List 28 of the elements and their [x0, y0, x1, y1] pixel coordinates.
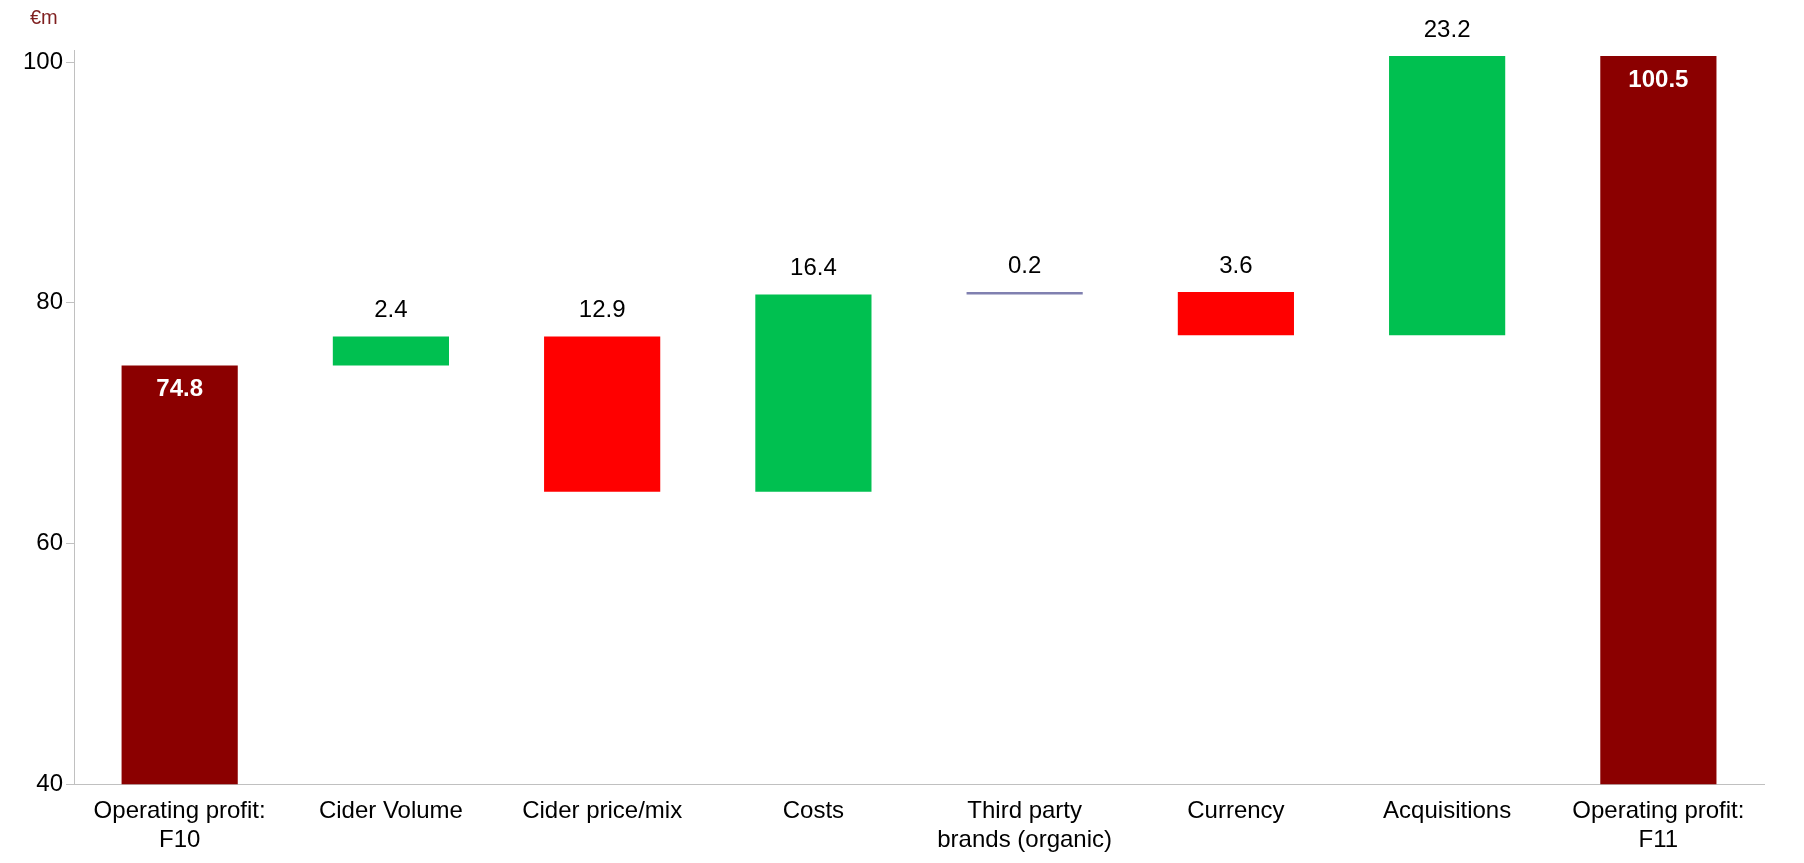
bar [755, 294, 872, 492]
x-tick-label: Third party brands (organic) [937, 796, 1113, 853]
data-label: 0.2 [1007, 250, 1042, 278]
x-tick-label: Operating profit: F11 [1572, 796, 1745, 853]
data-label: 2.4 [374, 295, 408, 323]
bar [121, 365, 238, 785]
x-tick-label: Costs [782, 796, 845, 824]
y-tick-label: 60 [36, 528, 64, 556]
y-tick-label: 80 [36, 287, 64, 315]
bar [544, 336, 661, 492]
bar [332, 336, 449, 366]
data-label: 3.6 [1219, 250, 1253, 278]
y-tick-label: 100 [23, 46, 64, 74]
data-label: 12.9 [578, 295, 626, 323]
data-label: 23.2 [1423, 14, 1471, 42]
bar [1600, 56, 1717, 785]
bar [1177, 291, 1294, 336]
x-tick-label: Cider Volume [318, 796, 463, 824]
data-label: 16.4 [790, 253, 837, 281]
bar [1389, 56, 1506, 336]
x-tick-label: Operating profit: F10 [93, 796, 266, 853]
x-tick-label: Currency [1187, 796, 1285, 824]
data-label: 74.8 [156, 374, 204, 402]
data-label: 100.5 [1628, 64, 1689, 92]
y-tick-label: 40 [36, 769, 64, 797]
x-tick-label: Acquisitions [1383, 796, 1512, 824]
y-axis-title: €m [30, 5, 58, 28]
x-tick-label: Cider price/mix [522, 796, 683, 824]
